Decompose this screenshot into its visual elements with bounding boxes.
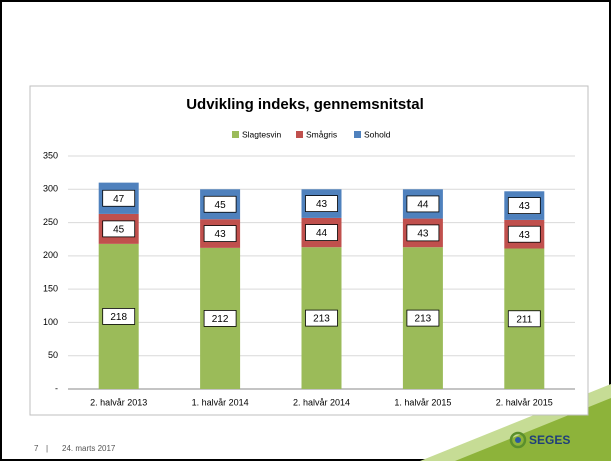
legend-swatch: [232, 131, 239, 138]
x-tick-label: 2. halvår 2014: [293, 397, 350, 407]
y-tick-label: -: [55, 383, 58, 393]
y-tick-label: 150: [43, 284, 58, 294]
legend-label: Smågris: [306, 129, 337, 139]
data-label: 45: [215, 200, 227, 211]
y-tick-label: 300: [43, 184, 58, 194]
data-label-box: [507, 197, 541, 214]
data-label: 43: [519, 230, 531, 241]
legend-label: Slagtesvin: [242, 129, 281, 139]
data-label: 45: [113, 225, 125, 236]
data-label-box: [305, 309, 338, 327]
y-tick-label: 100: [43, 317, 58, 327]
data-label-box: [507, 310, 541, 328]
y-tick-label: 350: [43, 150, 58, 160]
data-label-box: [507, 225, 541, 243]
data-label-box: [406, 309, 440, 327]
data-label-box: [203, 225, 237, 242]
data-label-box: [406, 195, 440, 213]
data-label-box: [102, 189, 136, 207]
footer-page: 7: [34, 444, 39, 453]
data-label-box: [102, 308, 136, 325]
logo-text: SEGES: [529, 433, 570, 447]
data-label: 218: [110, 312, 127, 323]
y-tick-label: 250: [43, 217, 58, 227]
chart-title: Udvikling indeks, gennemsnitstal: [186, 96, 424, 113]
x-tick-label: 2. halvår 2015: [496, 397, 553, 407]
data-label: 43: [417, 229, 429, 240]
x-tick-label: 1. halvår 2014: [192, 397, 249, 407]
y-tick-label: 50: [48, 350, 58, 360]
footer-date: 24. marts 2017: [62, 444, 116, 453]
data-label-box: [305, 224, 338, 241]
data-label: 44: [316, 228, 328, 239]
legend-swatch: [296, 131, 303, 138]
footer-separator: |: [46, 444, 48, 453]
data-label-box: [406, 224, 440, 242]
data-label: 43: [215, 229, 227, 240]
data-label: 212: [212, 314, 229, 325]
data-label: 43: [519, 201, 531, 212]
data-label: 43: [316, 199, 328, 210]
data-label: 213: [313, 314, 330, 325]
y-tick-label: 200: [43, 250, 58, 260]
logo-icon: [509, 431, 527, 449]
data-label-box: [203, 195, 237, 213]
data-label: 213: [415, 314, 432, 325]
x-tick-label: 2. halvår 2013: [90, 397, 147, 407]
logo-icon: [515, 437, 521, 443]
data-label-box: [102, 220, 136, 238]
legend-label: Sohold: [364, 129, 391, 139]
data-label: 44: [417, 200, 429, 211]
data-label-box: [305, 195, 338, 212]
x-tick-label: 1. halvår 2015: [394, 397, 451, 407]
data-label: 211: [516, 314, 532, 325]
legend-swatch: [354, 131, 361, 138]
data-label-box: [203, 310, 237, 327]
data-label: 47: [113, 194, 125, 205]
